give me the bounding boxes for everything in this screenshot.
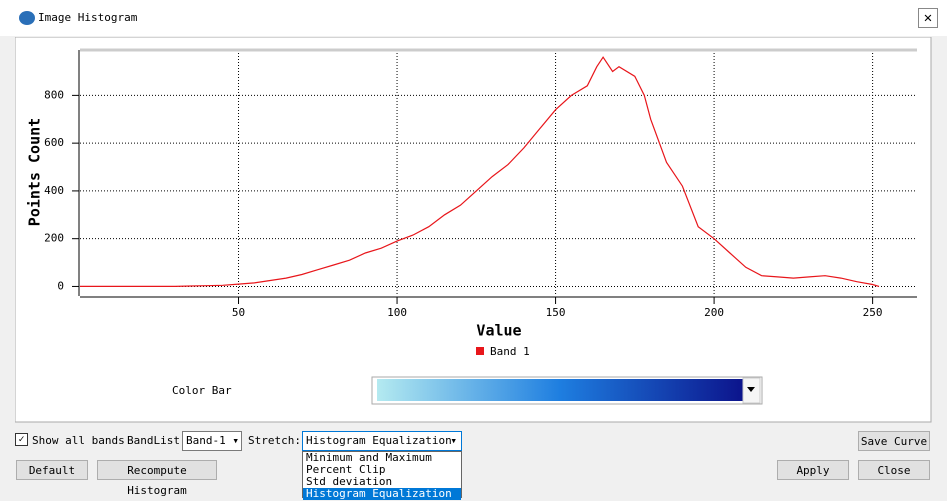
default-button[interactable]: Default xyxy=(16,460,88,480)
legend-swatch xyxy=(476,347,484,355)
stretch-label: Stretch: xyxy=(248,434,301,447)
legend-label: Band 1 xyxy=(490,345,530,358)
close-button[interactable]: Close xyxy=(858,460,930,480)
x-tick-label: 100 xyxy=(387,306,407,319)
x-axis-label: Value xyxy=(476,322,521,340)
save-curve-button[interactable]: Save Curve xyxy=(858,431,930,451)
panel-bg xyxy=(15,37,932,423)
y-tick-label: 800 xyxy=(44,88,64,101)
x-tick-label: 150 xyxy=(546,306,566,319)
stretch-option[interactable]: Percent Clip xyxy=(306,463,386,476)
apply-button[interactable]: Apply xyxy=(777,460,849,480)
arrow xyxy=(747,387,755,392)
window-title: Image Histogram xyxy=(38,11,138,24)
recompute-button[interactable]: Recompute Histogram xyxy=(97,460,217,497)
close-icon[interactable]: ✕ xyxy=(918,8,938,28)
y-tick-label: 600 xyxy=(44,136,64,149)
color-bar xyxy=(377,379,743,401)
x-tick-label: 200 xyxy=(704,306,724,319)
y-axis-label: Points Count xyxy=(26,118,44,226)
y-tick-label: 400 xyxy=(44,184,64,197)
y-tick-label: 200 xyxy=(44,232,64,245)
stretch-value: Histogram Equalization xyxy=(306,434,452,447)
chart-panel: 0 200 400 600 800 50 100 150 200 250 Value Points C… xyxy=(15,37,932,423)
show-all-bands: Show all bands xyxy=(32,434,125,447)
stretch-option[interactable]: Histogram Equalization xyxy=(303,488,461,500)
color-bar-label: Color Bar xyxy=(172,384,232,397)
band-value: Band-1 xyxy=(186,434,226,447)
x-tick-label: 50 xyxy=(232,306,245,319)
data-line xyxy=(80,56,880,287)
stretch-list: Minimum and Maximum Percent Clip Std devia… xyxy=(302,451,462,500)
stretch-combo[interactable]: Histogram Equalization ▾ xyxy=(302,431,462,451)
x-tick-label: 250 xyxy=(863,306,883,319)
stretch-option[interactable]: Minimum and Maximum xyxy=(306,451,432,464)
band-list-label: BandList xyxy=(127,434,180,447)
chart: 0 200 400 600 800 50 100 150 200 250 Value Points C… xyxy=(26,48,917,358)
app-icon xyxy=(19,11,35,25)
checkbox[interactable]: ✓ xyxy=(15,433,28,446)
stretch-option[interactable]: Std deviation xyxy=(306,475,393,488)
title-bar xyxy=(0,0,947,36)
y-tick-label: 0 xyxy=(57,279,64,292)
band-combo[interactable]: Band-1 ▾ xyxy=(182,431,242,451)
